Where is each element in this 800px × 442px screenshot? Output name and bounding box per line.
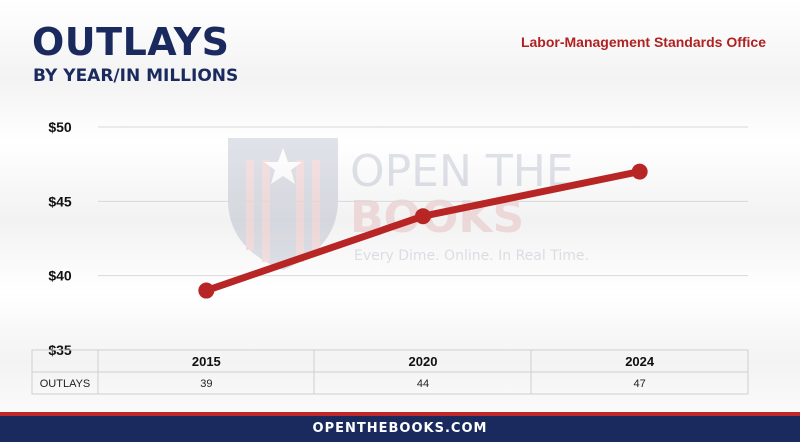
table-values: 39 44 47 [200,378,646,390]
data-point [198,282,215,299]
table-cell: 44 [417,378,429,390]
watermark-line1: OPEN THE [350,146,574,197]
table-row-label: OUTLAYS [40,378,91,390]
agency-name: Labor-Management Standards Office [520,34,766,50]
data-point [415,208,431,225]
watermark-tagline: Every Dime. Online. In Real Time. [354,248,589,264]
table-cell: 39 [200,378,212,390]
y-axis: $35$40$45$50 [48,119,72,358]
x-tick-label: 2015 [192,354,221,369]
series-outlays [198,163,648,299]
chart-subtitle: BY YEAR/IN MILLIONS [33,66,239,86]
chart-title: OUTLAYS [32,20,230,64]
watermark: OPEN THE BOOKS Every Dime. Online. In Re… [228,138,589,270]
y-tick-label: $40 [48,268,72,284]
x-tick-label: 2020 [409,354,438,369]
y-tick-label: $50 [48,119,72,135]
shield-logo-icon [228,138,338,270]
data-point [631,163,648,180]
footer-banner: OPENTHEBOOKS.COM [0,416,800,442]
x-tick-label: 2024 [625,354,655,369]
x-axis-categories: 2015 2020 2024 [192,354,655,369]
table-cell: 47 [634,378,646,390]
footer-stripe [0,412,800,416]
data-table: OUTLAYS [31,349,749,395]
y-tick-label: $45 [48,193,72,209]
